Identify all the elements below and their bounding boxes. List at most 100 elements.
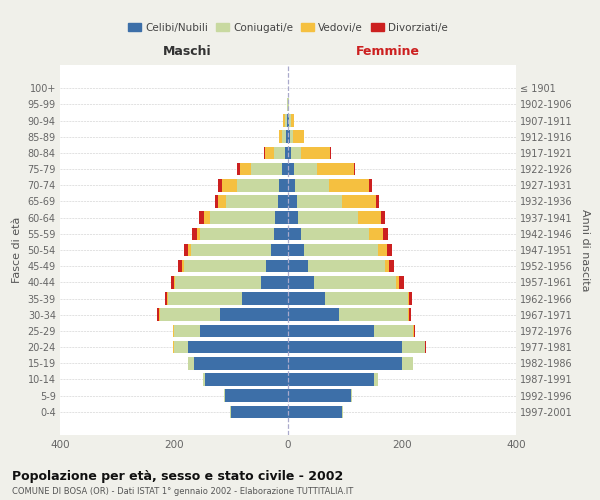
- Bar: [174, 276, 175, 288]
- Bar: [293, 130, 304, 143]
- Bar: [389, 260, 394, 272]
- Bar: [278, 195, 288, 208]
- Bar: [288, 357, 402, 370]
- Bar: [205, 373, 288, 386]
- Bar: [308, 260, 385, 272]
- Bar: [220, 308, 288, 321]
- Bar: [283, 114, 284, 127]
- Bar: [408, 308, 409, 321]
- Bar: [288, 308, 340, 321]
- Bar: [288, 212, 298, 224]
- Bar: [239, 163, 251, 175]
- Bar: [378, 244, 386, 256]
- Text: Popolazione per età, sesso e stato civile - 2002: Popolazione per età, sesso e stato civil…: [12, 470, 343, 483]
- Bar: [287, 114, 288, 127]
- Bar: [402, 341, 425, 353]
- Bar: [383, 228, 388, 240]
- Bar: [188, 357, 194, 370]
- Bar: [288, 114, 289, 127]
- Bar: [289, 114, 291, 127]
- Bar: [288, 195, 296, 208]
- Bar: [288, 244, 304, 256]
- Bar: [184, 244, 188, 256]
- Bar: [280, 179, 288, 192]
- Bar: [376, 195, 379, 208]
- Bar: [260, 276, 288, 288]
- Bar: [218, 179, 223, 192]
- Bar: [298, 212, 358, 224]
- Bar: [317, 163, 353, 175]
- Bar: [385, 260, 389, 272]
- Bar: [329, 179, 369, 192]
- Bar: [408, 292, 409, 305]
- Bar: [200, 228, 274, 240]
- Bar: [342, 195, 376, 208]
- Bar: [340, 308, 408, 321]
- Bar: [288, 373, 373, 386]
- Bar: [288, 341, 402, 353]
- Bar: [191, 244, 271, 256]
- Bar: [271, 244, 288, 256]
- Bar: [224, 390, 226, 402]
- Bar: [158, 308, 160, 321]
- Bar: [236, 179, 280, 192]
- Y-axis label: Anni di nascita: Anni di nascita: [580, 209, 590, 291]
- Bar: [314, 276, 396, 288]
- Bar: [288, 130, 290, 143]
- Bar: [329, 146, 331, 159]
- Bar: [301, 146, 329, 159]
- Y-axis label: Fasce di età: Fasce di età: [12, 217, 22, 283]
- Bar: [373, 324, 413, 337]
- Bar: [231, 406, 288, 418]
- Bar: [203, 373, 205, 386]
- Bar: [166, 292, 167, 305]
- Bar: [342, 406, 343, 418]
- Bar: [223, 179, 236, 192]
- Bar: [226, 195, 278, 208]
- Bar: [409, 292, 412, 305]
- Bar: [301, 228, 369, 240]
- Bar: [264, 146, 265, 159]
- Text: Femmine: Femmine: [356, 44, 421, 58]
- Bar: [171, 276, 174, 288]
- Bar: [168, 292, 242, 305]
- Bar: [369, 228, 383, 240]
- Bar: [399, 276, 404, 288]
- Bar: [288, 179, 295, 192]
- Bar: [288, 390, 350, 402]
- Bar: [174, 341, 188, 353]
- Bar: [178, 260, 182, 272]
- Bar: [226, 390, 288, 402]
- Bar: [290, 130, 293, 143]
- Bar: [288, 324, 373, 337]
- Bar: [200, 324, 288, 337]
- Bar: [215, 195, 218, 208]
- Bar: [266, 260, 288, 272]
- Bar: [286, 130, 288, 143]
- Text: COMUNE DI BOSA (OR) - Dati ISTAT 1° gennaio 2002 - Elaborazione TUTTITALIA.IT: COMUNE DI BOSA (OR) - Dati ISTAT 1° genn…: [12, 488, 353, 496]
- Bar: [194, 357, 288, 370]
- Bar: [288, 406, 342, 418]
- Bar: [414, 324, 415, 337]
- Bar: [350, 390, 352, 402]
- Bar: [242, 292, 288, 305]
- Bar: [210, 212, 275, 224]
- Bar: [188, 341, 288, 353]
- Bar: [175, 276, 260, 288]
- Bar: [288, 260, 308, 272]
- Bar: [381, 212, 385, 224]
- Bar: [160, 308, 220, 321]
- Bar: [402, 357, 413, 370]
- Bar: [386, 244, 392, 256]
- Bar: [237, 163, 239, 175]
- Bar: [288, 228, 301, 240]
- Bar: [184, 260, 266, 272]
- Bar: [284, 114, 287, 127]
- Bar: [174, 324, 200, 337]
- Bar: [167, 292, 168, 305]
- Bar: [188, 244, 191, 256]
- Bar: [265, 146, 274, 159]
- Bar: [288, 146, 291, 159]
- Bar: [295, 179, 329, 192]
- Bar: [275, 212, 288, 224]
